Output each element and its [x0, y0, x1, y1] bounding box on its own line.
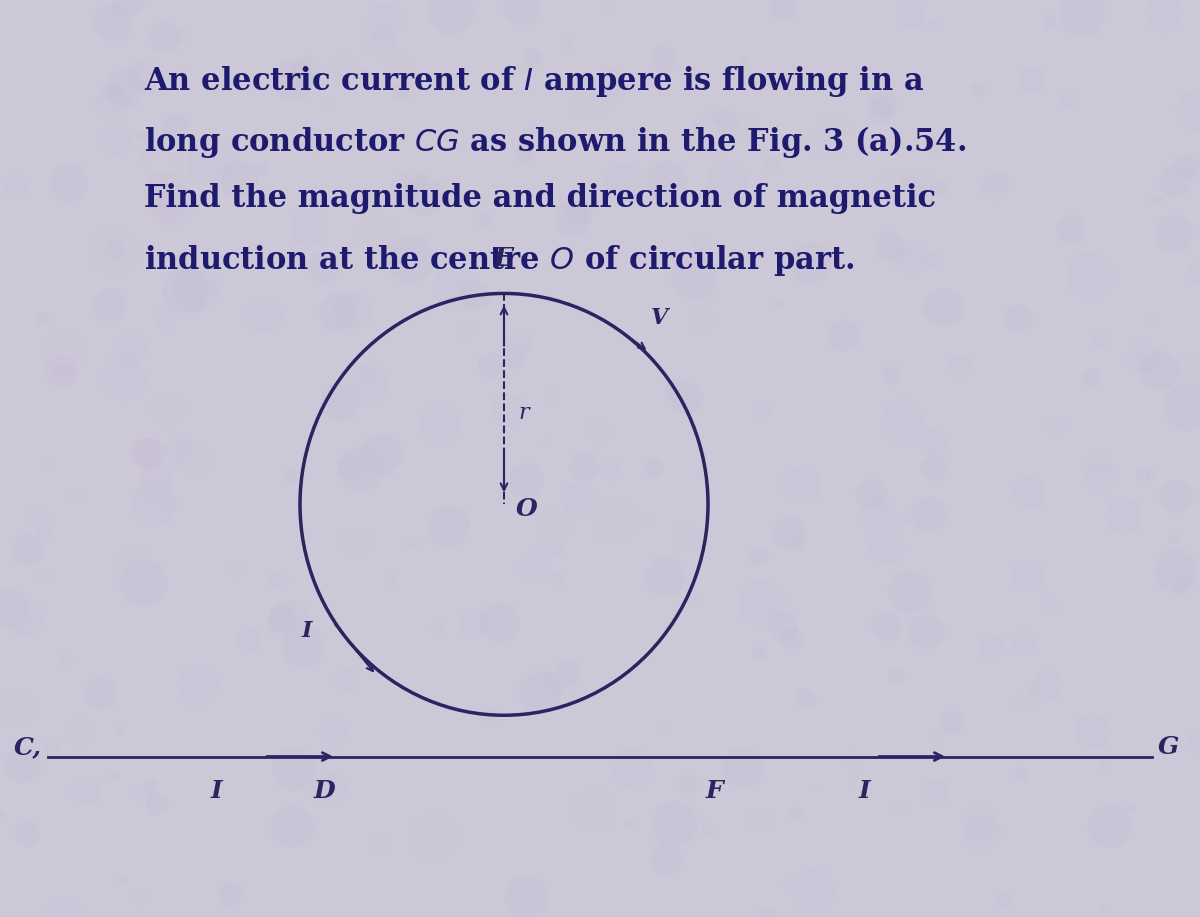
Ellipse shape [646, 557, 685, 597]
Text: D: D [313, 779, 335, 803]
Ellipse shape [1140, 350, 1180, 391]
Ellipse shape [828, 320, 859, 352]
Ellipse shape [12, 535, 43, 566]
Ellipse shape [769, 0, 797, 21]
Ellipse shape [871, 611, 901, 642]
Ellipse shape [1151, 194, 1162, 205]
Ellipse shape [256, 162, 269, 175]
Ellipse shape [503, 0, 541, 26]
Text: r: r [518, 402, 529, 424]
Ellipse shape [35, 313, 48, 326]
Ellipse shape [1057, 215, 1085, 244]
Ellipse shape [1043, 16, 1057, 29]
Ellipse shape [162, 114, 191, 142]
Ellipse shape [509, 463, 544, 497]
Ellipse shape [870, 91, 898, 117]
Text: O: O [516, 497, 538, 521]
Text: G: G [1158, 735, 1180, 759]
Ellipse shape [310, 250, 341, 282]
Ellipse shape [940, 711, 965, 735]
Ellipse shape [1058, 0, 1105, 37]
Ellipse shape [569, 452, 599, 482]
Text: An electric current of $I$ ampere is flowing in a: An electric current of $I$ ampere is flo… [144, 64, 924, 99]
Text: long conductor $CG$ as shown in the Fig. 3 (a).54.: long conductor $CG$ as shown in the Fig.… [144, 124, 966, 160]
Ellipse shape [1081, 369, 1102, 389]
Ellipse shape [1004, 304, 1032, 333]
Ellipse shape [150, 22, 180, 53]
Text: I: I [858, 779, 870, 803]
Ellipse shape [678, 775, 696, 793]
Ellipse shape [781, 629, 803, 650]
Ellipse shape [888, 668, 905, 684]
Ellipse shape [505, 876, 548, 917]
Ellipse shape [523, 49, 542, 69]
Text: I: I [210, 779, 222, 803]
Text: Find the magnitude and direction of magnetic: Find the magnitude and direction of magn… [144, 183, 936, 215]
Ellipse shape [49, 163, 88, 202]
Ellipse shape [0, 812, 5, 817]
Ellipse shape [104, 240, 124, 260]
Ellipse shape [1124, 801, 1135, 812]
Ellipse shape [272, 60, 313, 101]
Ellipse shape [268, 604, 296, 633]
Ellipse shape [1088, 804, 1132, 848]
Text: V: V [652, 307, 668, 329]
Ellipse shape [386, 235, 434, 282]
Ellipse shape [554, 201, 592, 237]
Ellipse shape [272, 747, 316, 790]
Ellipse shape [888, 570, 931, 613]
Text: induction at the centre $O$ of circular part.: induction at the centre $O$ of circular … [144, 243, 854, 278]
Ellipse shape [1172, 576, 1192, 595]
Ellipse shape [911, 497, 947, 532]
Text: C,: C, [14, 735, 42, 759]
Ellipse shape [790, 808, 803, 821]
Ellipse shape [647, 161, 686, 202]
Ellipse shape [649, 843, 682, 875]
Ellipse shape [403, 175, 444, 215]
Ellipse shape [796, 689, 816, 710]
Text: F: F [706, 779, 722, 803]
Ellipse shape [758, 906, 775, 917]
Ellipse shape [106, 69, 145, 107]
Ellipse shape [1163, 383, 1200, 431]
Ellipse shape [1136, 469, 1150, 481]
Text: E: E [494, 246, 514, 271]
Ellipse shape [146, 792, 169, 815]
Ellipse shape [624, 820, 632, 828]
Ellipse shape [920, 455, 946, 481]
Ellipse shape [749, 547, 768, 567]
Ellipse shape [931, 180, 948, 196]
Text: I: I [301, 620, 312, 642]
Ellipse shape [120, 558, 168, 606]
Ellipse shape [361, 434, 402, 475]
Ellipse shape [478, 352, 504, 378]
Ellipse shape [84, 678, 118, 710]
Ellipse shape [565, 199, 593, 226]
Ellipse shape [217, 882, 242, 907]
Ellipse shape [791, 538, 804, 551]
Ellipse shape [739, 57, 748, 66]
